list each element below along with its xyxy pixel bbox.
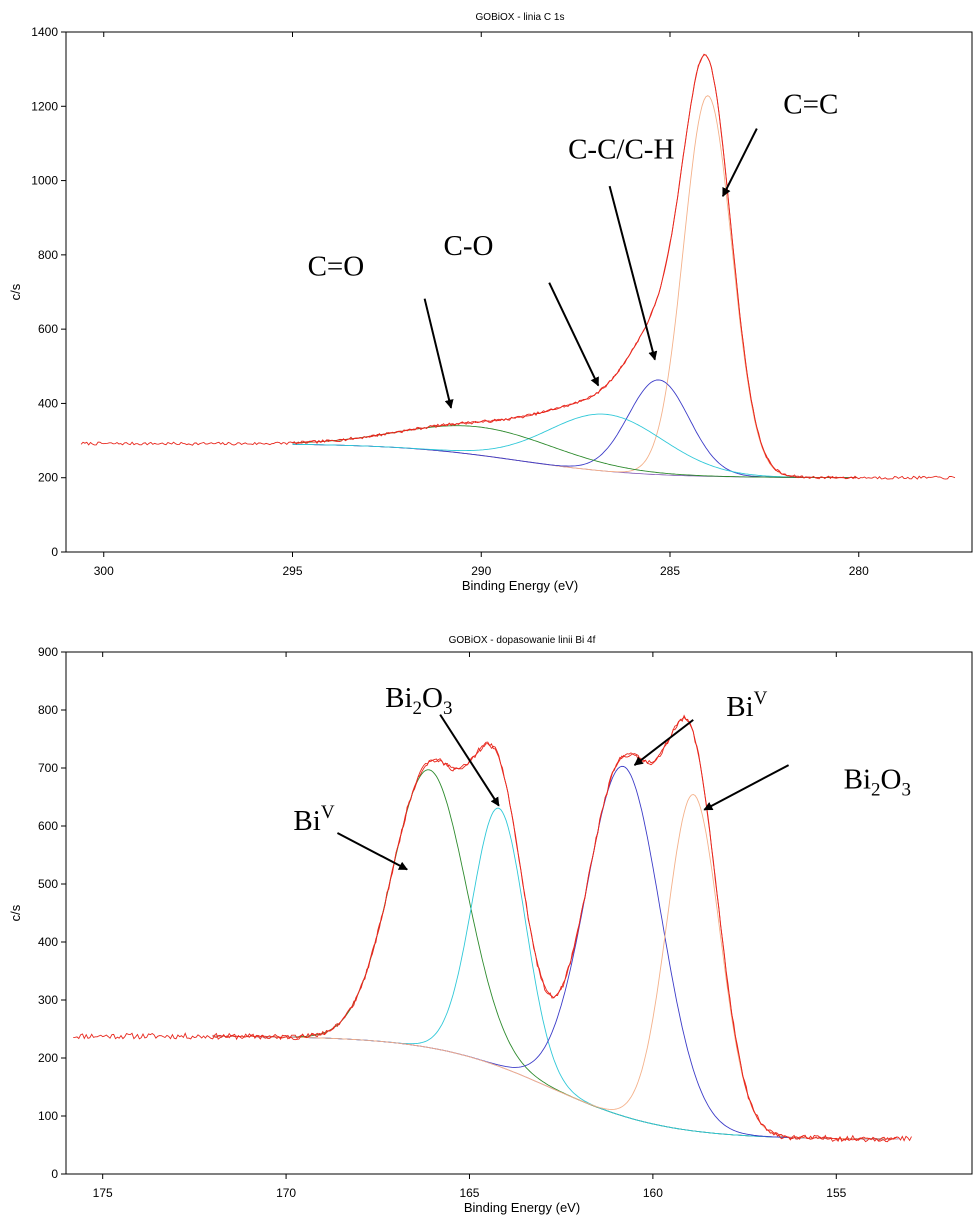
bi4f-plot-frame (65, 651, 973, 1175)
c1s-x-tick-label: 295 (282, 564, 302, 578)
c1s-component-c-c-c-h-1 (292, 379, 857, 479)
bi4f-annotation-label: Bi2O3 (844, 763, 911, 800)
c1s-x-ticks: 300 295 290 285 280 (94, 32, 869, 578)
c1s-chart: GOBiOX - linia C 1s Binding Energy (eV) … (8, 12, 973, 593)
c1s-annotation-label: C=O (308, 250, 365, 282)
c1s-annotation-label: C=C (783, 89, 838, 121)
bi4f-annotation-arrow (336, 832, 408, 871)
c1s-annotation-arrow (721, 128, 758, 197)
c1s-y-tick-label: 400 (38, 396, 58, 410)
bi4f-fit-envelope (212, 716, 897, 1141)
c1s-x-axis-title: Binding Energy (eV) (462, 578, 578, 593)
bi4f-chart-title: GOBiOX - dopasowanie linii Bi 4f (449, 635, 596, 646)
bi4f-x-tick-label: 160 (643, 1186, 663, 1200)
c1s-series (80, 53, 956, 480)
c1s-annotation-arrow (548, 282, 600, 387)
bi4f-y-tick-label: 100 (38, 1109, 58, 1123)
bi4f-x-axis-title: Binding Energy (eV) (464, 1200, 580, 1215)
bi4f-annotations: BiV Bi2O3 BiV Bi2O3 (293, 682, 911, 871)
c1s-y-tick-label: 1000 (31, 174, 58, 188)
bi4f-y-tick-label: 600 (38, 819, 58, 833)
bi4f-y-tick-label: 800 (38, 703, 58, 717)
bi4f-x-ticks: 175 170 165 160 155 (93, 652, 847, 1200)
c1s-y-tick-label: 600 (38, 322, 58, 336)
c1s-x-tick-label: 290 (471, 564, 491, 578)
bi4f-x-tick-label: 155 (826, 1186, 846, 1200)
c1s-component-c-o-3 (292, 425, 857, 479)
c1s-x-tick-label: 300 (94, 564, 114, 578)
c1s-y-tick-label: 200 (38, 471, 58, 485)
bi4f-y-tick-label: 0 (51, 1167, 58, 1181)
bi4f-y-axis-title: c/s (8, 904, 23, 921)
bi4f-chart: GOBiOX - dopasowanie linii Bi 4f Binding… (8, 635, 973, 1215)
c1s-annotations: C=C C-C/C-H C-O C=O (308, 89, 838, 409)
bi4f-series (73, 714, 912, 1143)
bi4f-y-tick-label: 300 (38, 993, 58, 1007)
bi4f-y-tick-label: 700 (38, 761, 58, 775)
bi4f-y-tick-label: 900 (38, 645, 58, 659)
c1s-y-tick-label: 0 (51, 545, 58, 559)
c1s-annotation-arrow (423, 298, 454, 409)
c1s-y-tick-label: 1400 (31, 25, 58, 39)
bi4f-y-ticks: 0 100 200 300 400 500 600 700 800 900 (38, 645, 66, 1181)
bi4f-x-tick-label: 170 (276, 1186, 296, 1200)
c1s-y-tick-label: 1200 (31, 99, 58, 113)
bi4f-y-tick-label: 200 (38, 1051, 58, 1065)
bi4f-annotation-label: Bi2O3 (385, 682, 452, 719)
bi4f-background-line (212, 1035, 899, 1140)
c1s-y-tick-label: 800 (38, 248, 58, 262)
bi4f-annotation-label: BiV (293, 802, 334, 837)
c1s-chart-title: GOBiOX - linia C 1s (476, 12, 565, 23)
c1s-y-axis-title: c/s (8, 283, 23, 300)
c1s-y-ticks: 0 200 400 600 800 1000 1200 1400 (31, 25, 66, 559)
c1s-fit-envelope (292, 54, 858, 479)
c1s-component-c-o-2 (292, 413, 857, 479)
c1s-background-line (292, 443, 855, 478)
c1s-annotation-label: C-C/C-H (568, 133, 674, 165)
bi4f-y-tick-label: 500 (38, 877, 58, 891)
bi4f-annotation-arrow (633, 719, 694, 766)
c1s-measured-spectrum (80, 53, 956, 480)
bi4f-y-tick-label: 400 (38, 935, 58, 949)
bi4f-x-tick-label: 165 (459, 1186, 479, 1200)
c1s-annotation-label: C-O (444, 230, 494, 262)
bi4f-measured-spectrum (73, 714, 912, 1143)
c1s-annotation-arrow (608, 185, 658, 361)
c1s-plot-frame (65, 31, 973, 553)
bi4f-annotation-arrow (703, 764, 790, 811)
bi4f-annotation-label: BiV (726, 688, 767, 723)
c1s-x-tick-label: 285 (660, 564, 680, 578)
c1s-x-tick-label: 280 (849, 564, 869, 578)
bi4f-annotation-arrow (439, 714, 500, 807)
bi4f-component-bi2o3-3 (212, 794, 897, 1140)
bi4f-x-tick-label: 175 (93, 1186, 113, 1200)
